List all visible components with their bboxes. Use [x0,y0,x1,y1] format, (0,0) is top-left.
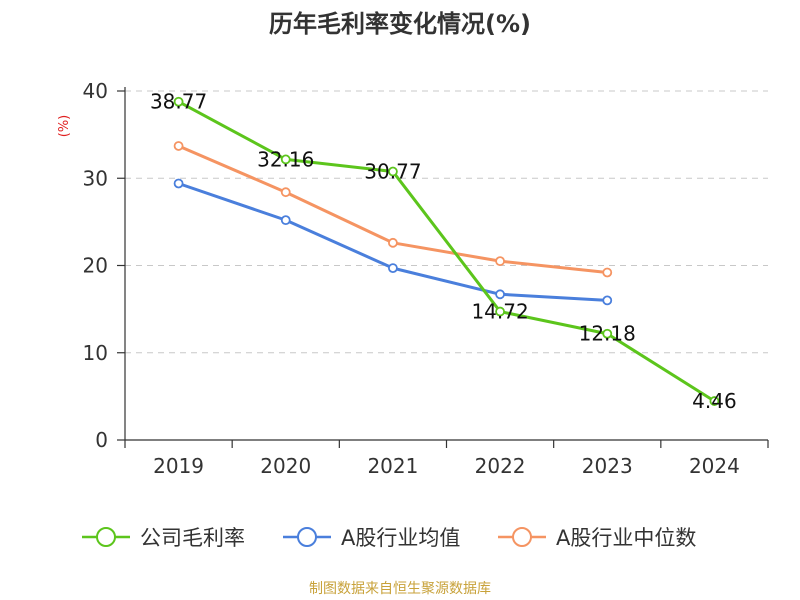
legend-item: A股行业中位数 [498,526,696,550]
data-point [280,187,291,198]
data-point [173,96,184,107]
grid-lines [125,90,768,354]
x-tick-label: 2021 [367,454,418,478]
data-label: 30.77 [364,160,421,184]
data-label: 14.72 [471,300,528,324]
y-tick-label: 0 [95,428,108,452]
chart-title: 历年毛利率变化情况(%) [269,10,531,38]
data-point [388,166,398,177]
data-point [388,263,398,274]
data-point [709,396,720,406]
legend-label: A股行业中位数 [556,526,696,550]
data-label: 4.46 [692,389,737,413]
legend-marker-icon [297,527,317,547]
y-axis-unit: (%) [57,115,72,138]
y-tick-label: 10 [83,341,108,365]
legend-label: A股行业均值 [341,526,460,550]
data-labels: 38.77 32.16 30.77 14.72 12.18 4.46 [150,90,737,413]
x-tick-labels: 2019 2020 2021 2022 2023 2024 [153,454,740,478]
axes [117,87,769,448]
data-point [602,267,613,278]
series-lines [173,96,720,406]
data-point [173,141,184,151]
legend-marker-icon [96,527,116,547]
x-tick-label: 2020 [260,454,311,478]
x-tick-label: 2024 [689,454,740,478]
source-note: 制图数据来自恒生聚源数据库 [309,581,491,597]
data-label: 32.16 [257,147,314,171]
legend-item: A股行业均值 [283,526,460,550]
legend-marker-icon [512,527,532,547]
x-tick-label: 2019 [153,454,204,478]
x-tick-label: 2023 [582,454,633,478]
data-point [495,256,505,267]
data-label: 12.18 [579,322,636,346]
data-point [173,178,184,189]
data-point [280,215,291,226]
data-point [280,154,291,165]
data-label: 38.77 [150,90,207,114]
y-tick-label: 20 [83,254,108,278]
legend-item: 公司毛利率 [82,526,245,550]
data-point [388,237,398,248]
x-tick-label: 2022 [475,454,526,478]
y-tick-label: 30 [83,166,108,190]
data-point [602,328,613,339]
legend-label: 公司毛利率 [140,526,245,550]
y-tick-labels: 0 10 20 30 40 [83,79,108,452]
legend: 公司毛利率 A股行业均值 A股行业中位数 [82,526,696,550]
series-line [177,100,716,403]
data-point [602,295,613,306]
data-point [495,306,505,317]
y-tick-label: 40 [83,79,108,103]
data-point [495,289,505,300]
